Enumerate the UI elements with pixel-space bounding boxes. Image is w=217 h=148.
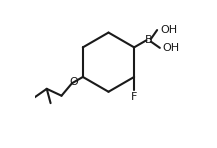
Text: OH: OH	[160, 25, 177, 35]
Text: F: F	[131, 92, 137, 102]
Text: O: O	[70, 77, 78, 87]
Text: B: B	[145, 35, 153, 45]
Text: OH: OH	[163, 43, 180, 53]
